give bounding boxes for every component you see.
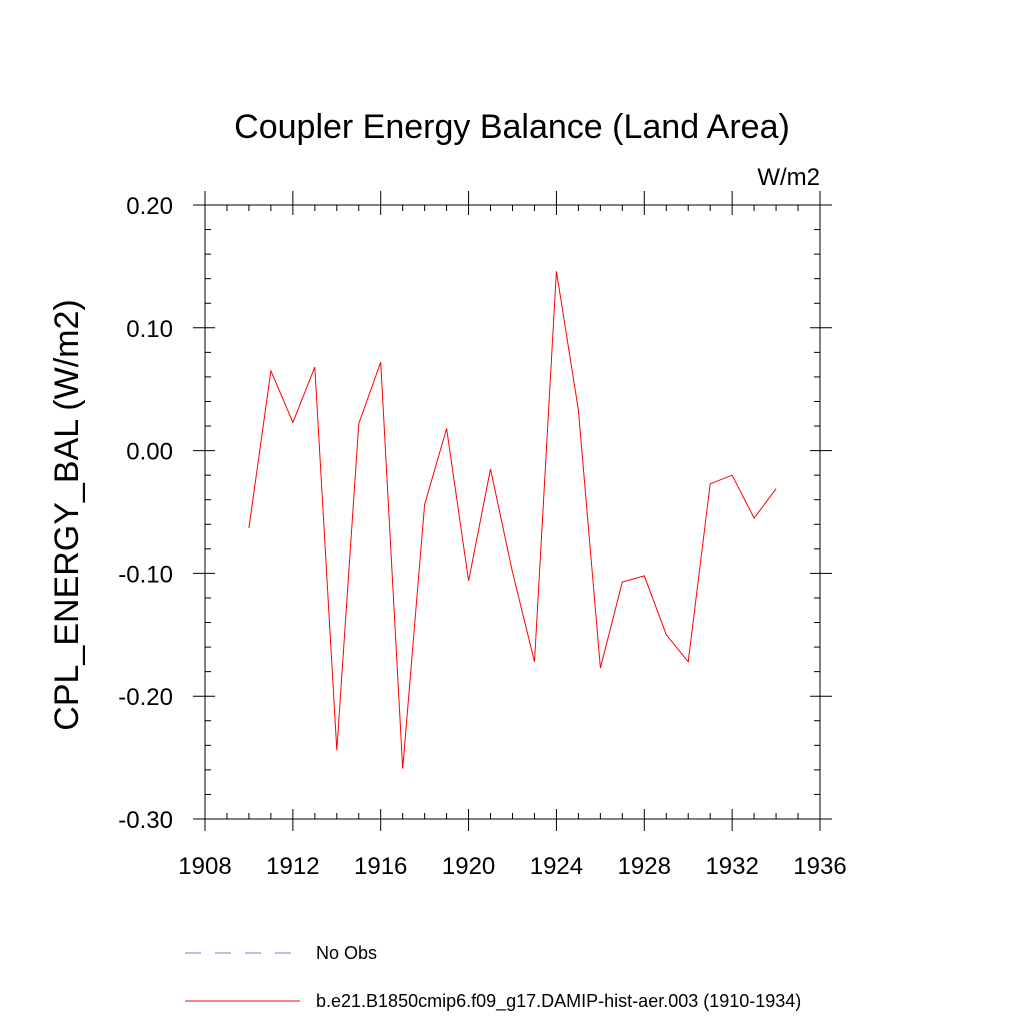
legend-label-model: b.e21.B1850cmip6.f09_g17.DAMIP-hist-aer.… bbox=[316, 991, 801, 1012]
axis-ticks bbox=[193, 191, 832, 831]
x-tick-label: 1920 bbox=[442, 853, 495, 880]
x-tick-labels: 1908 1912 1916 1920 1924 1928 1932 1936 bbox=[178, 853, 846, 880]
x-tick-label: 1936 bbox=[793, 853, 846, 880]
x-tick-label: 1928 bbox=[618, 853, 671, 880]
series-line bbox=[248, 271, 777, 769]
y-tick-label: -0.10 bbox=[118, 561, 173, 588]
y-axis-label: CPL_ENERGY_BAL (W/m2) bbox=[48, 299, 86, 730]
legend: No Obs b.e21.B1850cmip6.f09_g17.DAMIP-hi… bbox=[185, 943, 801, 1012]
x-tick-label: 1908 bbox=[178, 853, 231, 880]
x-tick-label: 1932 bbox=[705, 853, 758, 880]
units-label: W/m2 bbox=[757, 164, 820, 191]
legend-label-no-obs: No Obs bbox=[316, 943, 377, 963]
chart-title: Coupler Energy Balance (Land Area) bbox=[234, 108, 790, 146]
x-tick-label: 1912 bbox=[266, 853, 319, 880]
x-tick-label: 1916 bbox=[354, 853, 407, 880]
plot-frame bbox=[204, 204, 821, 820]
y-tick-label: -0.20 bbox=[118, 684, 173, 711]
y-tick-labels: 0.20 0.10 0.00 -0.10 -0.20 -0.30 bbox=[118, 193, 173, 834]
y-tick-label: 0.10 bbox=[126, 316, 173, 343]
y-tick-label: 0.00 bbox=[126, 439, 173, 466]
y-tick-label: -0.30 bbox=[118, 807, 173, 834]
y-tick-label: 0.20 bbox=[126, 193, 173, 220]
x-tick-label: 1924 bbox=[530, 853, 583, 880]
series-layer bbox=[248, 271, 777, 769]
